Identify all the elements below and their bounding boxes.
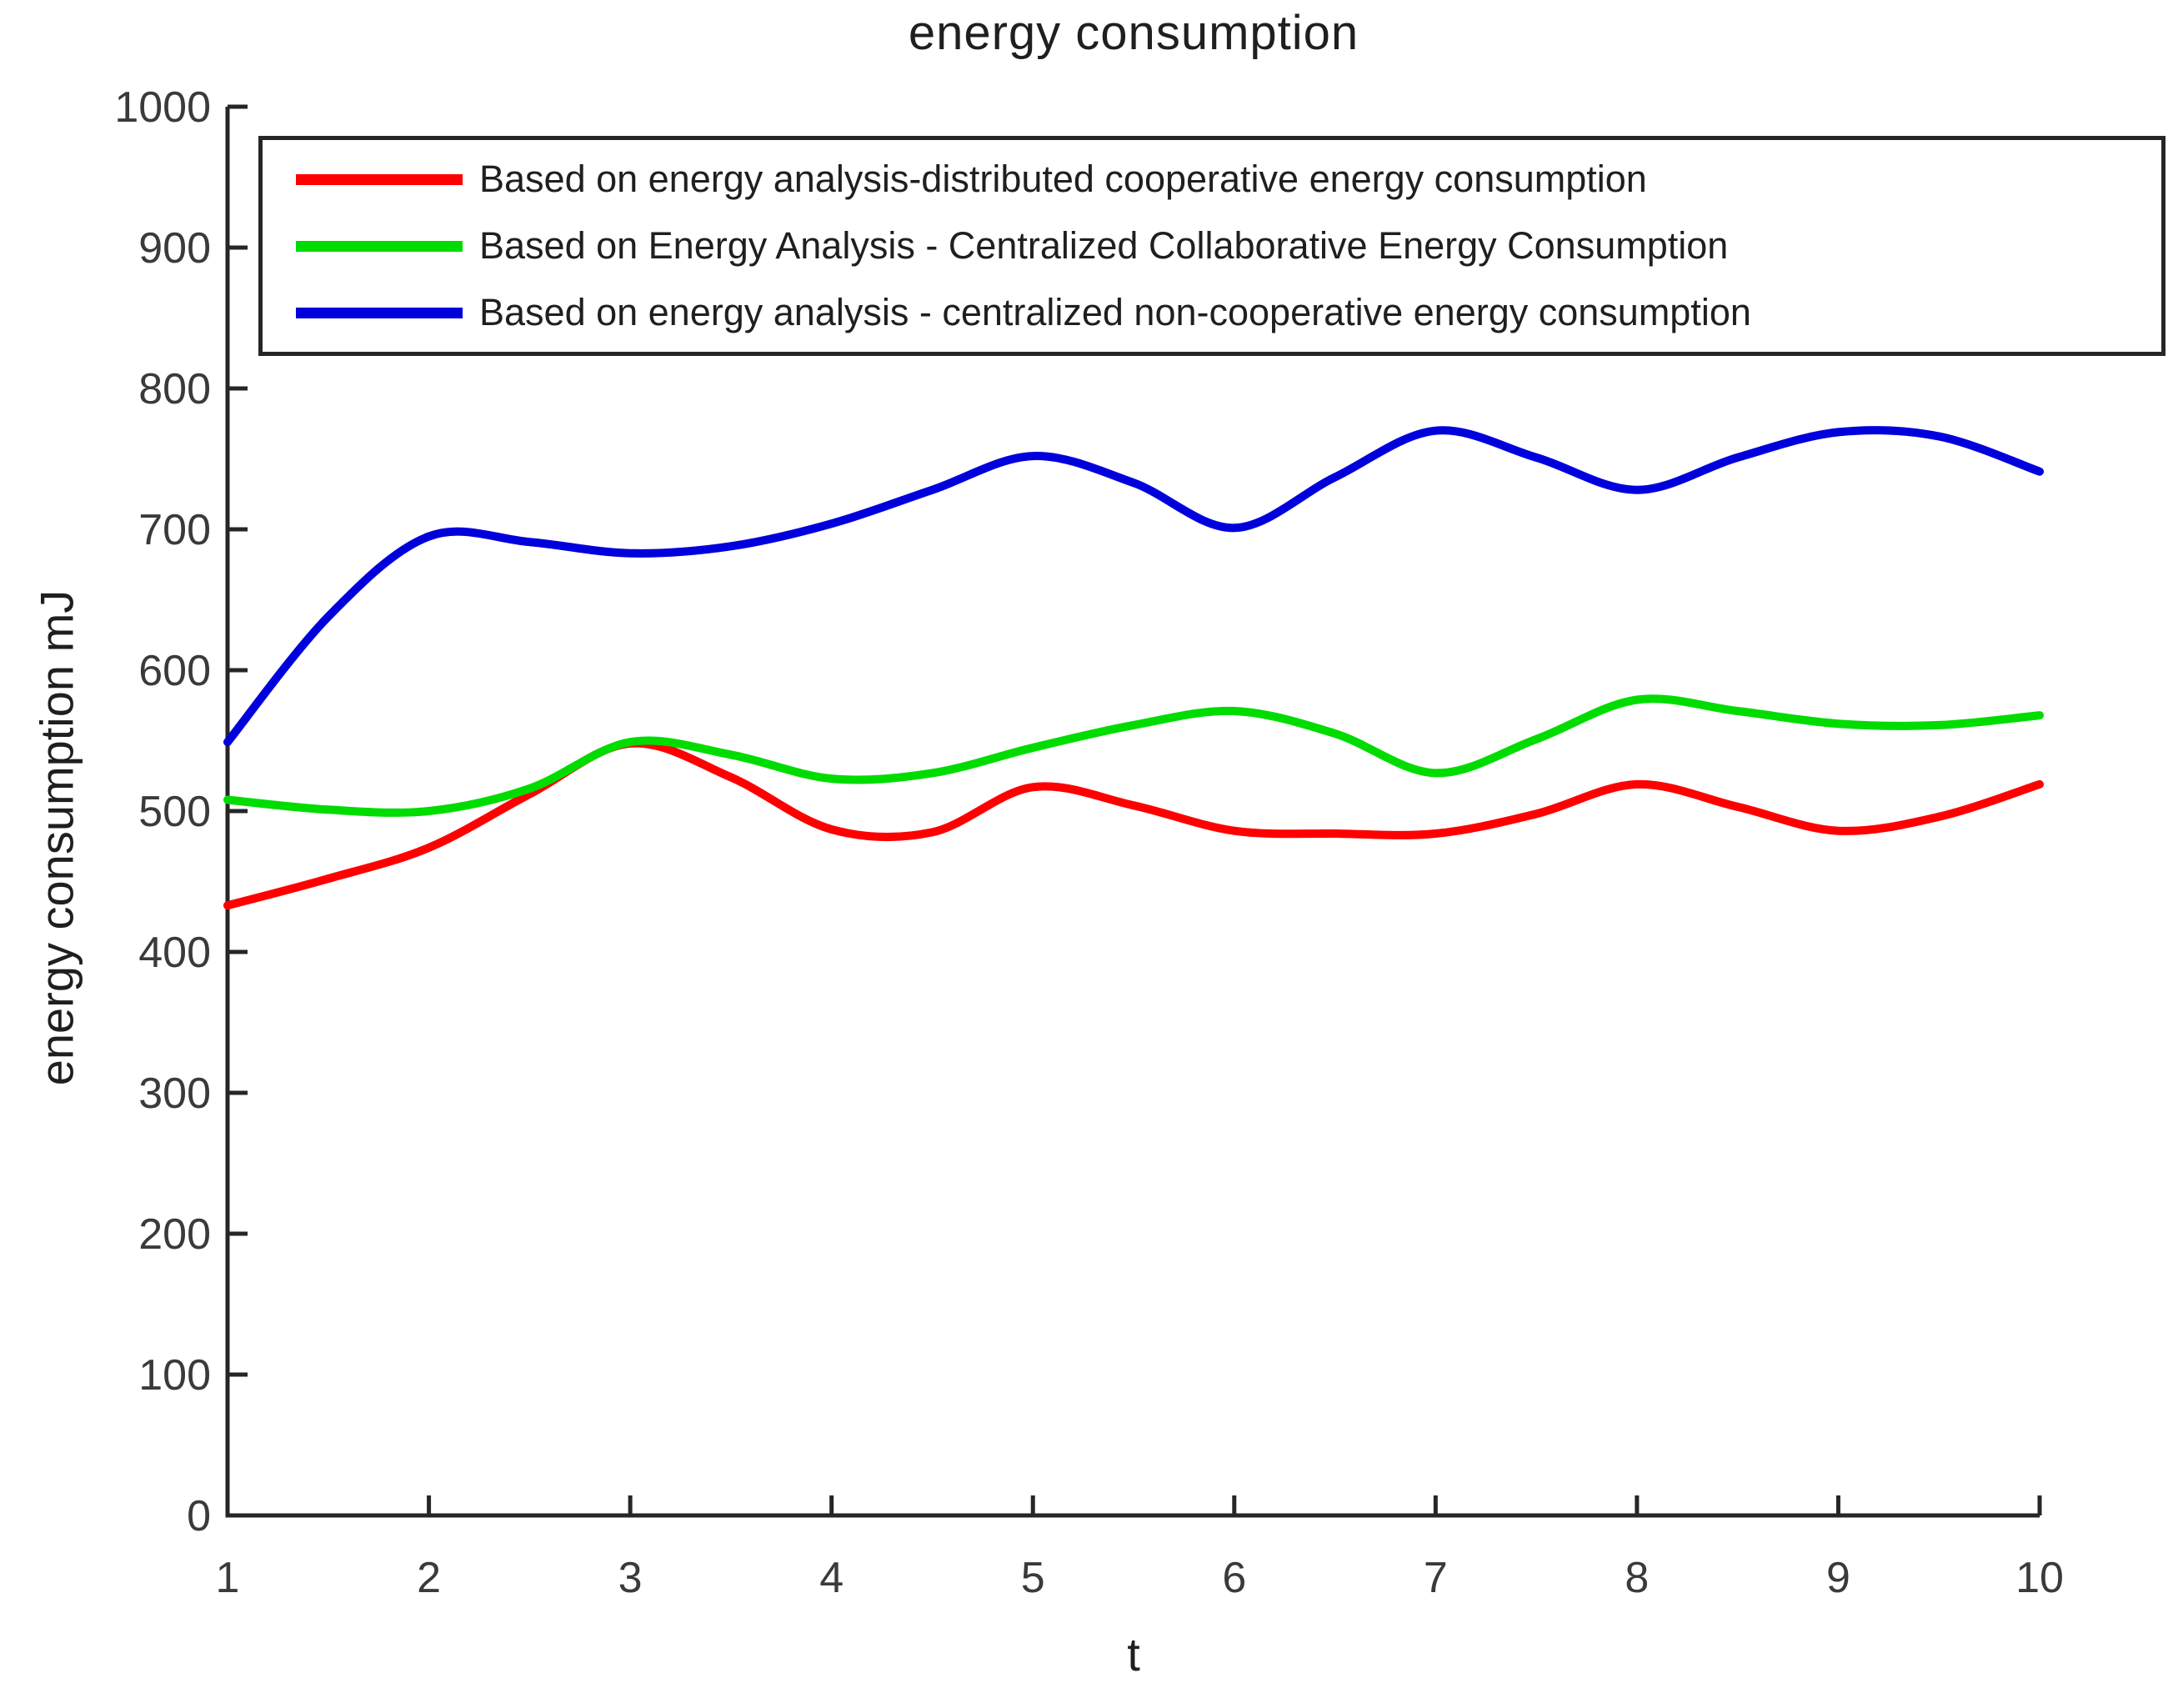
legend-label: Based on energy analysis-distributed coo…	[479, 158, 1647, 200]
y-tick-label: 800	[138, 365, 211, 413]
y-tick-label: 600	[138, 647, 211, 695]
legend-label: Based on Energy Analysis - Centralized C…	[479, 224, 1729, 267]
x-tick-label: 6	[1222, 1554, 1246, 1602]
legend-row: Based on Energy Analysis - Centralized C…	[263, 213, 2161, 278]
legend-swatch-green-line	[296, 240, 463, 252]
legend-swatch-blue-line	[296, 307, 463, 318]
x-tick-label: 7	[1424, 1554, 1448, 1602]
y-tick-label: 100	[138, 1351, 211, 1400]
x-tick-label: 9	[1826, 1554, 1850, 1602]
series-line-green	[223, 694, 2044, 817]
y-tick-label: 1000	[114, 83, 211, 132]
x-tick-label: 3	[618, 1554, 643, 1602]
chart-title: energy consumption	[908, 6, 1359, 60]
legend-row: Based on energy analysis - centralized n…	[263, 280, 2161, 345]
legend-swatch-red-line	[296, 173, 463, 185]
y-tick-label: 400	[138, 929, 211, 977]
x-tick-label: 10	[2015, 1554, 2064, 1602]
y-tick-label: 0	[187, 1492, 211, 1540]
y-tick-label: 200	[138, 1210, 211, 1259]
series-line-red	[223, 739, 2044, 910]
y-tick-label: 500	[138, 788, 211, 836]
y-tick-label: 900	[138, 224, 211, 273]
legend-row: Based on energy analysis-distributed coo…	[263, 147, 2161, 212]
x-tick-label: 4	[819, 1554, 844, 1602]
x-tick-label: 2	[417, 1554, 441, 1602]
y-tick-label: 700	[138, 506, 211, 554]
x-tick-label: 1	[216, 1554, 240, 1602]
x-axis-label: t	[1127, 1628, 1140, 1680]
y-tick-label: 300	[138, 1069, 211, 1118]
y-axis-label: energy consumption mJ	[30, 589, 83, 1086]
legend-box: Based on energy analysis-distributed coo…	[258, 136, 2165, 356]
x-tick-label: 5	[1021, 1554, 1045, 1602]
series-line-blue	[223, 426, 2044, 747]
legend-label: Based on energy analysis - centralized n…	[479, 291, 1751, 333]
x-tick-label: 8	[1625, 1554, 1649, 1602]
